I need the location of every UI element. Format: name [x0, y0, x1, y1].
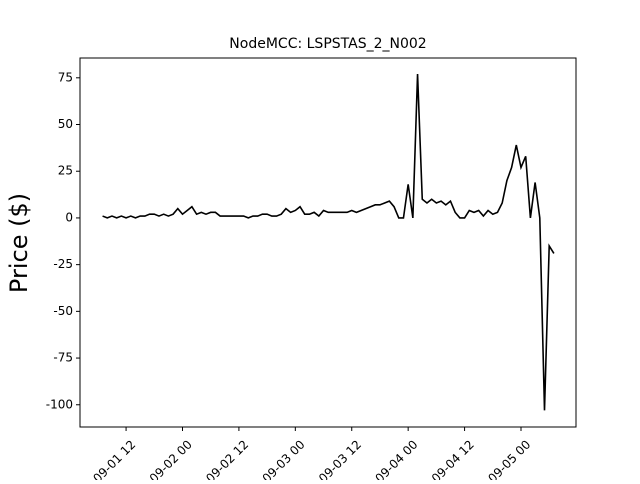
y-tick-label: 0 — [65, 210, 73, 224]
y-tick-label: -25 — [53, 257, 73, 271]
axes-frame — [79, 57, 577, 428]
x-tick-label: 09-02 00 — [147, 437, 195, 480]
y-tick-label: 25 — [58, 164, 73, 178]
y-tick-label: 75 — [58, 70, 73, 84]
price-line — [102, 74, 555, 411]
y-tick-label: -75 — [53, 351, 73, 365]
x-tick-label: 09-05 00 — [485, 437, 533, 480]
y-axis-label: Price ($) — [5, 193, 33, 293]
x-tick-label: 09-03 00 — [260, 437, 308, 480]
y-tick-label: 50 — [58, 117, 73, 131]
y-tick-label: -100 — [46, 397, 73, 411]
y-tick-label: -50 — [53, 304, 73, 318]
x-tick-label: 09-03 12 — [316, 437, 364, 480]
x-tick-label: 09-02 12 — [203, 437, 251, 480]
x-tick-label: 09-04 12 — [429, 437, 477, 480]
chart-title: NodeMCC: LSPSTAS_2_N002 — [229, 36, 426, 52]
x-tick-label: 09-04 00 — [372, 437, 420, 480]
x-tick-label: 09-01 12 — [90, 437, 138, 480]
